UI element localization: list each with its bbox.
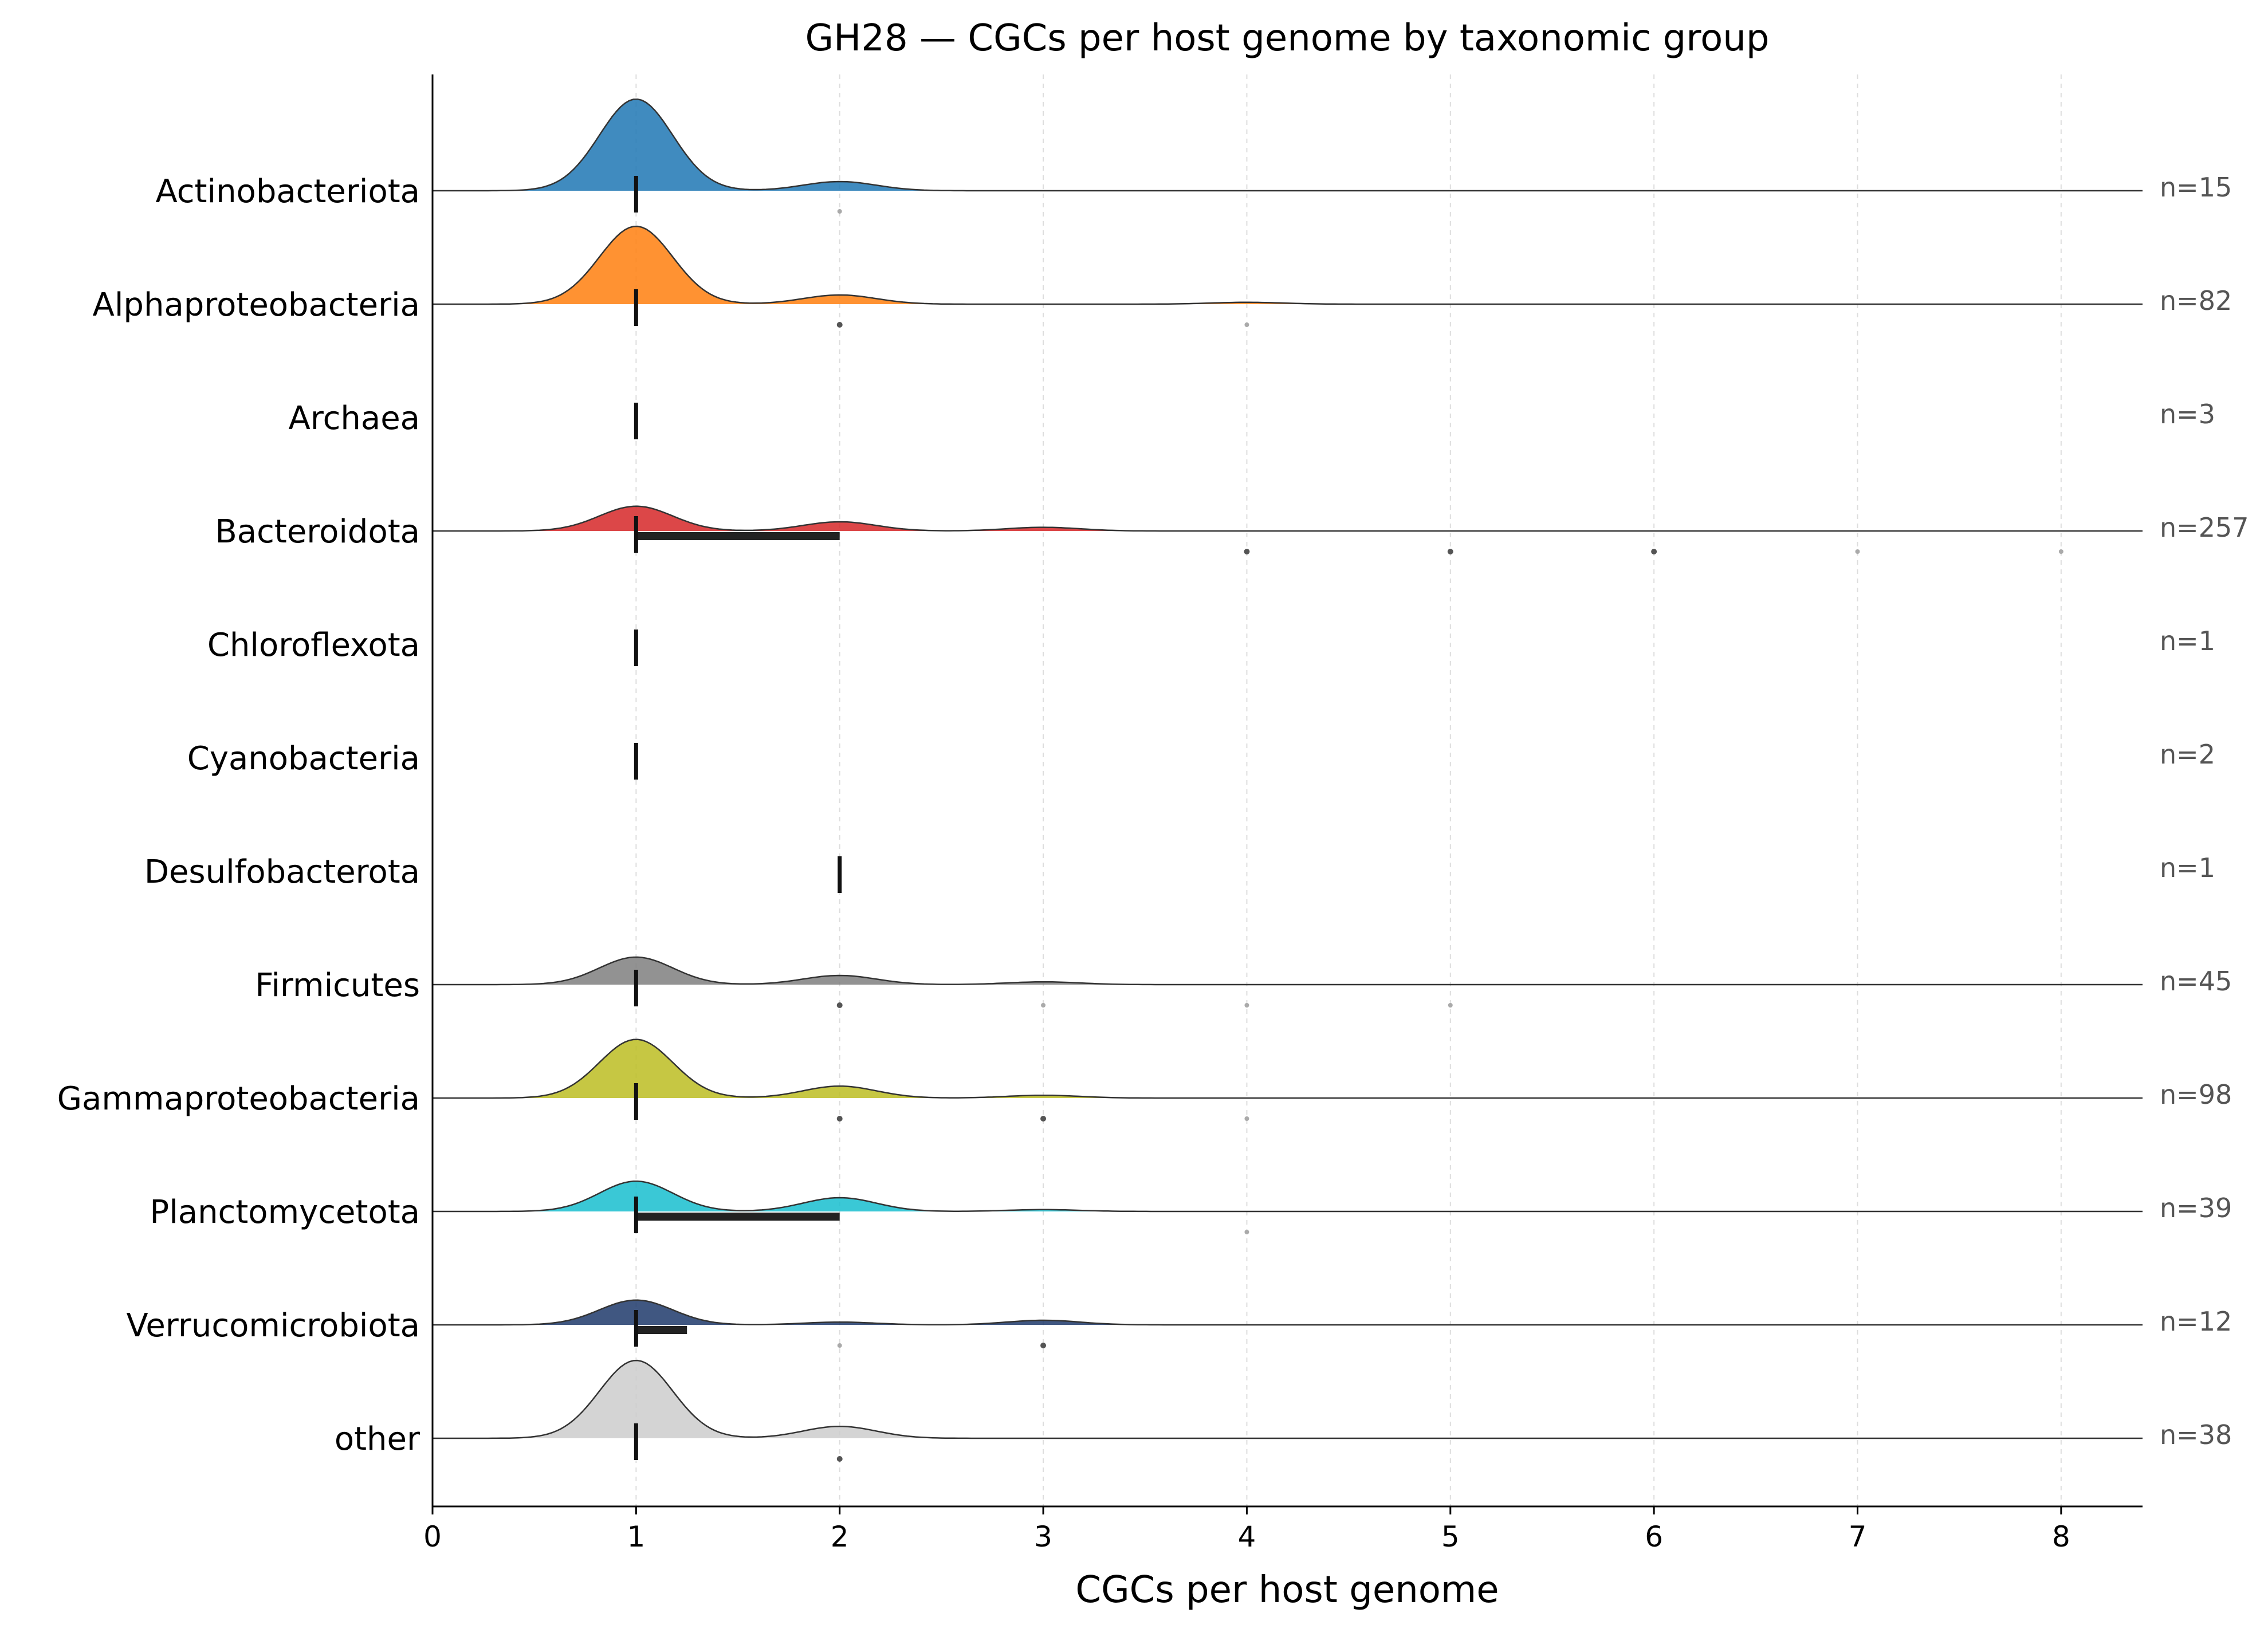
x-tick-label: 8 xyxy=(2052,1520,2070,1553)
ridge-group: Alphaproteobacteria n=82 xyxy=(93,225,2232,328)
density-outline xyxy=(433,1038,2143,1099)
category-label: Archaea xyxy=(289,400,420,437)
ridges: Actinobacteriota n=15 Alphaproteobacteria n… xyxy=(57,98,2249,1462)
n-count-label: n=3 xyxy=(2160,399,2215,430)
x-axis-title: CGCs per host genome xyxy=(1075,1569,1499,1611)
grid-lines xyxy=(635,74,2062,1506)
x-tick-label: 7 xyxy=(1849,1520,1867,1553)
category-label: Verrucomicrobiota xyxy=(126,1307,420,1344)
category-label: Firmicutes xyxy=(255,967,420,1004)
outlier-point xyxy=(1040,1343,1047,1348)
outlier-point xyxy=(1040,1116,1047,1122)
x-tick-label: 6 xyxy=(1645,1520,1663,1553)
density-outline xyxy=(433,1181,2143,1213)
outlier-point xyxy=(1244,1230,1249,1234)
outlier-point xyxy=(1244,322,1249,327)
x-tick-label: 2 xyxy=(831,1520,849,1553)
x-tick-label: 5 xyxy=(1441,1520,1460,1553)
x-tick-label: 1 xyxy=(627,1520,645,1553)
outlier-point xyxy=(1244,1116,1249,1121)
ridge-group: Desulfobacterota n=1 xyxy=(144,852,2215,893)
outlier-point xyxy=(1447,549,1453,554)
ridge-group: Actinobacteriota n=15 xyxy=(155,98,2232,214)
density-area xyxy=(433,1181,2143,1211)
n-count-label: n=2 xyxy=(2160,739,2215,770)
density-outline xyxy=(433,505,2143,532)
n-count-label: n=38 xyxy=(2160,1419,2232,1450)
outlier-point xyxy=(837,209,842,214)
category-label: Cyanobacteria xyxy=(187,740,420,777)
density-outline xyxy=(433,98,2143,192)
category-label: Bacteroidota xyxy=(215,513,420,550)
density-outline xyxy=(433,1359,2143,1439)
outlier-point xyxy=(836,322,843,328)
density-area xyxy=(433,99,2143,191)
density-area xyxy=(433,1300,2143,1325)
density-area xyxy=(433,506,2143,531)
x-tick-label: 4 xyxy=(1238,1520,1256,1553)
category-label: Chloroflexota xyxy=(207,627,420,664)
x-tick-label: 0 xyxy=(423,1520,442,1553)
density-outline xyxy=(433,956,2143,986)
outlier-point xyxy=(836,1002,843,1008)
ridge-group: other n=38 xyxy=(335,1359,2232,1462)
n-count-label: n=1 xyxy=(2160,852,2215,883)
n-count-label: n=12 xyxy=(2160,1306,2232,1337)
ridge-group: Verrucomicrobiota n=12 xyxy=(126,1299,2232,1348)
category-label: Actinobacteriota xyxy=(155,173,420,210)
n-count-label: n=45 xyxy=(2160,966,2232,997)
category-label: other xyxy=(335,1421,420,1458)
n-count-label: n=1 xyxy=(2160,625,2215,656)
outlier-point xyxy=(836,1456,843,1462)
density-area xyxy=(433,957,2143,985)
outlier-point xyxy=(1448,1003,1453,1008)
iqr-bar xyxy=(636,1326,687,1334)
outlier-point xyxy=(1041,1003,1046,1008)
outlier-point xyxy=(1244,1003,1249,1008)
category-label: Planctomycetota xyxy=(150,1194,420,1231)
density-outline xyxy=(433,1299,2143,1326)
outlier-point xyxy=(1651,549,1657,554)
ridge-group: Chloroflexota n=1 xyxy=(207,625,2215,666)
ridge-group: Firmicutes n=45 xyxy=(255,956,2232,1008)
n-count-label: n=98 xyxy=(2160,1079,2232,1110)
ridge-group: Bacteroidota n=257 xyxy=(215,505,2249,554)
iqr-bar xyxy=(636,532,840,540)
density-outline xyxy=(433,225,2143,305)
x-tick-label: 3 xyxy=(1034,1520,1052,1553)
outlier-point xyxy=(2058,549,2063,554)
ridge-group: Archaea n=3 xyxy=(289,399,2215,439)
density-area xyxy=(433,1360,2143,1438)
axes: 0 1 2 3 4 5 6 7 8 xyxy=(423,74,2143,1553)
density-area xyxy=(433,1039,2143,1098)
iqr-bar xyxy=(636,1213,840,1221)
category-label: Desulfobacterota xyxy=(144,853,420,891)
ridge-group: Cyanobacteria n=2 xyxy=(187,739,2215,780)
n-count-label: n=257 xyxy=(2160,512,2249,543)
outlier-point xyxy=(1244,549,1250,554)
ridge-group: Gammaproteobacteria n=98 xyxy=(57,1038,2232,1122)
n-count-label: n=82 xyxy=(2160,285,2232,316)
n-count-label: n=39 xyxy=(2160,1193,2232,1223)
outlier-point xyxy=(1855,549,1860,554)
ridge-group: Planctomycetota n=39 xyxy=(150,1181,2232,1234)
chart-title: GH28 — CGCs per host genome by taxonomic… xyxy=(805,17,1770,60)
density-area xyxy=(433,226,2143,304)
category-label: Gammaproteobacteria xyxy=(57,1080,420,1118)
outlier-point xyxy=(836,1116,843,1122)
outlier-point xyxy=(837,1343,842,1348)
n-count-label: n=15 xyxy=(2160,172,2232,203)
category-label: Alphaproteobacteria xyxy=(93,286,420,324)
